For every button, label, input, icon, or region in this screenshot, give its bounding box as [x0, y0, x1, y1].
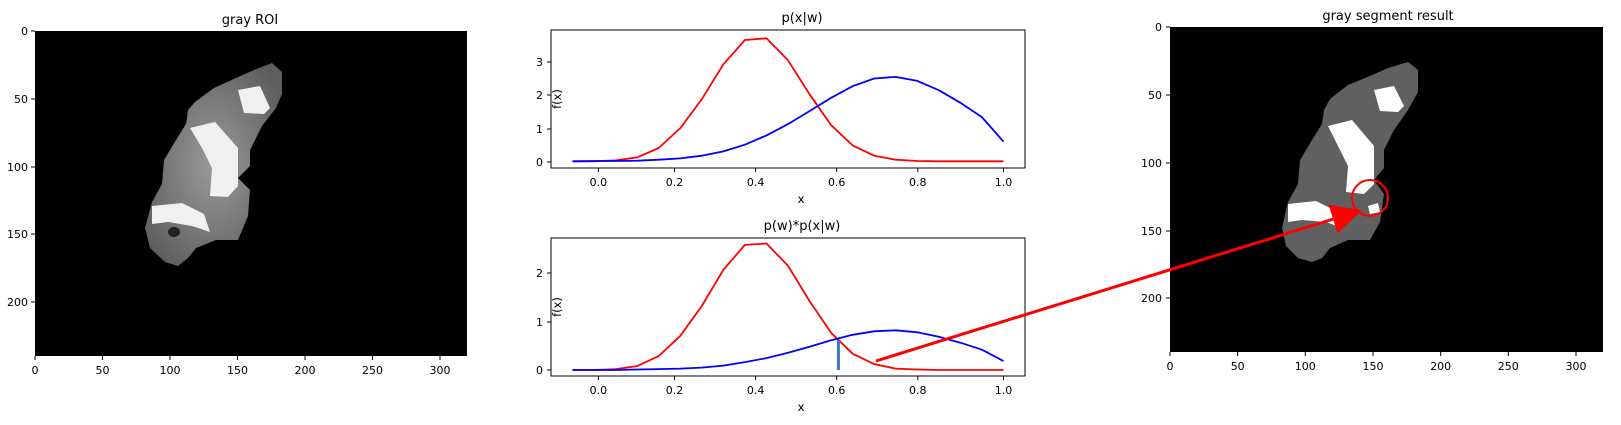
pdf-series-group: [572, 37, 1005, 163]
posterior-panel: p(w)*p(x|w) 0.0 0.2 0.4 0.6 0.8 1.0 x 0 …: [536, 219, 1026, 414]
segment-result-panel: gray segment result 0 50 100 150 200 250…: [1141, 9, 1603, 373]
pdf-y-axis: 0 1 2 3 f(x): [536, 56, 564, 169]
panel1-title: gray ROI: [222, 13, 279, 28]
posterior-xtick: 0.2: [666, 384, 684, 397]
posterior-xtick: 0.6: [828, 384, 846, 397]
segment-xtick: 150: [1363, 360, 1384, 373]
pdf-series-blue: [572, 76, 1005, 163]
segment-xtick: 200: [1430, 360, 1451, 373]
posterior-y-axis: 0 1 2: [536, 267, 551, 377]
segment-xtick: 250: [1498, 360, 1519, 373]
posterior-xtick: 0.4: [747, 384, 765, 397]
roi-xtick: 150: [227, 364, 248, 377]
posterior-xlabel: x: [798, 400, 805, 414]
posterior-series-group: [572, 242, 1004, 371]
posterior-ytick: 1: [536, 316, 543, 329]
segment-xtick: 100: [1295, 360, 1316, 373]
roi-x-axis: 0 50 100 150 200 250 300: [32, 356, 451, 377]
roi-xtick: 0: [32, 364, 39, 377]
roi-xtick: 50: [96, 364, 110, 377]
posterior-series-red: [572, 242, 1004, 371]
segment-ytick: 100: [1141, 157, 1162, 170]
posterior-ytick: 0: [536, 364, 543, 377]
posterior-xtick: 0.0: [590, 384, 608, 397]
pdf-series-red: [572, 37, 1004, 163]
posterior-ylabel: f(x): [550, 297, 564, 317]
pdf-ytick: 0: [536, 156, 543, 169]
roi-xtick: 100: [160, 364, 181, 377]
pdf-xtick: 0.2: [666, 176, 684, 189]
segment-xtick: 50: [1231, 360, 1245, 373]
pdf-ytick: 2: [536, 89, 543, 102]
panel3-title: p(w)*p(x|w): [764, 219, 841, 234]
pdf-xtick: 0.6: [828, 176, 846, 189]
roi-ytick: 200: [7, 296, 28, 309]
clownfish-roi: [145, 63, 282, 266]
roi-ytick: 100: [7, 161, 28, 174]
segment-ytick: 0: [1155, 21, 1162, 34]
segment-ytick: 200: [1141, 292, 1162, 305]
highlight-circle: [1351, 179, 1389, 217]
panel4-title: gray segment result: [1322, 9, 1453, 24]
posterior-xtick: 1.0: [995, 384, 1013, 397]
pdf-ytick: 1: [536, 123, 543, 136]
roi-ytick: 150: [7, 228, 28, 241]
roi-xtick: 250: [362, 364, 383, 377]
pdf-panel: p(x|w) 0.0 0.2 0.4 0.6 0.8 1.0 x 0 1 2: [536, 11, 1026, 206]
segmented-fish: [1282, 62, 1418, 262]
segment-xtick: 0: [1167, 360, 1174, 373]
roi-ytick: 0: [21, 25, 28, 38]
posterior-series-blue: [572, 329, 1004, 371]
posterior-ytick: 2: [536, 267, 543, 280]
pdf-x-axis: 0.0 0.2 0.4 0.6 0.8 1.0 x: [590, 168, 1013, 206]
posterior-plot-frame: [550, 237, 1026, 377]
pdf-xlabel: x: [798, 192, 805, 206]
panel2-title: p(x|w): [781, 11, 822, 26]
pdf-plot-frame: [550, 29, 1026, 169]
segment-xtick: 300: [1566, 360, 1587, 373]
posterior-xtick: 0.8: [909, 384, 927, 397]
roi-xtick: 200: [295, 364, 316, 377]
segment-ytick: 50: [1148, 89, 1162, 102]
pdf-ytick: 3: [536, 56, 543, 69]
segment-y-axis: 0 50 100 150 200: [1141, 21, 1170, 305]
annotation-arrow: [875, 204, 1362, 363]
roi-xtick: 300: [430, 364, 451, 377]
pdf-ylabel: f(x): [550, 89, 564, 109]
roi-y-axis: 0 50 100 150 200: [7, 25, 35, 309]
segment-ytick: 150: [1141, 225, 1162, 238]
segment-x-axis: 0 50 100 150 200 250 300: [1167, 352, 1587, 373]
gray-roi-panel: gray ROI 0 50 100 150 200 250 300: [7, 13, 467, 377]
roi-ytick: 50: [14, 93, 28, 106]
pdf-xtick: 0.4: [747, 176, 765, 189]
pdf-xtick: 1.0: [995, 176, 1013, 189]
pdf-xtick: 0.8: [909, 176, 927, 189]
posterior-x-axis: 0.0 0.2 0.4 0.6 0.8 1.0 x: [590, 376, 1013, 414]
pdf-xtick: 0.0: [590, 176, 608, 189]
